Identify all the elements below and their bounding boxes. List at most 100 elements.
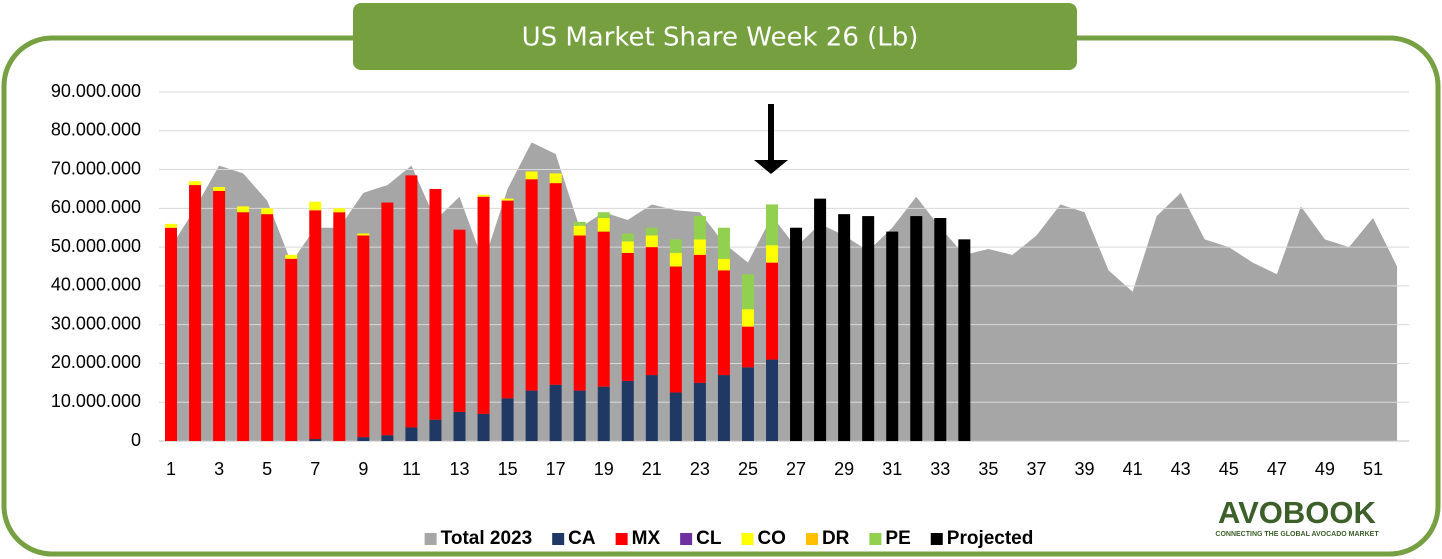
bar-segment [741, 274, 754, 310]
bar-segment [693, 216, 706, 240]
bar-segment [501, 200, 514, 399]
bar-segment [934, 218, 947, 441]
bar-segment [213, 190, 226, 441]
legend-label: MX [632, 528, 661, 549]
bar-segment [357, 437, 370, 441]
bar-segment [477, 194, 490, 197]
legend-swatch [552, 533, 565, 545]
bar-segment [669, 266, 682, 393]
x-tick-label: 35 [978, 459, 998, 479]
x-tick-label: 7 [310, 459, 320, 479]
bar-segment [693, 382, 706, 441]
bar-segment [645, 235, 658, 248]
bar-segment [717, 270, 730, 376]
bar-segment [741, 326, 754, 368]
bar-segment [381, 435, 394, 441]
bar-segment [862, 216, 875, 441]
bar-segment [285, 254, 298, 259]
y-tick-label: 10.000.000 [51, 391, 141, 411]
bar-segment [766, 359, 779, 441]
bar-segment [237, 206, 250, 213]
bar-segment [766, 204, 779, 246]
bar-segment [549, 183, 562, 385]
bar-segment [621, 241, 634, 253]
x-tick-label: 27 [786, 459, 806, 479]
x-tick-label: 29 [834, 459, 854, 479]
area [171, 142, 1398, 441]
x-tick-label: 13 [449, 459, 469, 479]
x-tick-label: 51 [1363, 459, 1383, 479]
bar-segment [621, 233, 634, 242]
bar-segment [525, 171, 538, 180]
bar-segment [573, 221, 586, 226]
bar-segment [645, 247, 658, 376]
bar-segment [477, 196, 490, 414]
bar-segment [309, 210, 322, 440]
x-tick-label: 1 [166, 459, 176, 479]
bar-segment [525, 179, 538, 391]
bar-segment [501, 198, 514, 201]
bar-segment [669, 252, 682, 267]
bar-segment [429, 188, 442, 420]
legend-label: DR [822, 528, 850, 549]
legend-swatch [615, 533, 628, 545]
legend-label: CL [696, 528, 722, 549]
bar-segment [501, 398, 514, 441]
bar-segment [309, 439, 322, 441]
x-tick-label: 39 [1075, 459, 1095, 479]
x-tick-label: 37 [1026, 459, 1046, 479]
x-tick-label: 19 [594, 459, 614, 479]
x-tick-label: 45 [1219, 459, 1239, 479]
bar-segment [357, 233, 370, 236]
bar-segment [381, 202, 394, 436]
x-tick-label: 49 [1315, 459, 1335, 479]
y-tick-label: 60.000.000 [51, 197, 141, 217]
x-tick-label: 43 [1171, 459, 1191, 479]
bar-segment [189, 185, 202, 441]
bar-segment [910, 216, 923, 441]
y-tick-label: 90.000.000 [51, 81, 141, 101]
y-tick-label: 30.000.000 [51, 313, 141, 333]
x-tick-label: 33 [930, 459, 950, 479]
bar-segment [645, 227, 658, 236]
bar-segment [573, 235, 586, 391]
bar-segment [597, 212, 610, 219]
x-tick-label: 25 [738, 459, 758, 479]
bar-segment [669, 392, 682, 441]
legend-label: PE [885, 528, 910, 549]
bar-segment [717, 375, 730, 441]
bar-segment [597, 218, 610, 232]
title-banner [353, 3, 1077, 70]
bar-segment [477, 413, 490, 441]
bar-segment [549, 384, 562, 441]
y-tick-label: 0 [131, 430, 141, 450]
bar-segment [645, 375, 658, 441]
bar-segment [838, 214, 851, 441]
bar-segment [213, 187, 226, 191]
x-tick-label: 5 [262, 459, 272, 479]
bar-segment [717, 227, 730, 259]
bar-segment [165, 223, 178, 228]
bar-segment [621, 252, 634, 381]
bar-segment [766, 245, 779, 263]
y-tick-label: 50.000.000 [51, 236, 141, 256]
bar-segment [766, 262, 779, 360]
plot [159, 91, 1410, 442]
bar-segment [573, 225, 586, 236]
x-tick-label: 11 [402, 459, 421, 479]
x-tick-label: 21 [642, 459, 662, 479]
legend-label: CA [568, 528, 596, 549]
bar-segment [333, 212, 346, 441]
legend-label: CO [757, 528, 786, 549]
arrow [754, 104, 788, 174]
legend-swatch [680, 533, 693, 545]
y-tick-label: 40.000.000 [51, 275, 141, 295]
x-tick-label: 31 [882, 459, 902, 479]
chart-title: US Market Share Week 26 (Lb) [522, 23, 919, 53]
legend-swatch [424, 533, 437, 545]
bar-segment [741, 367, 754, 441]
bar-segment [165, 227, 178, 441]
y-tick-label: 20.000.000 [51, 352, 141, 372]
legend-swatch [805, 533, 818, 545]
bar-segment [261, 208, 274, 215]
